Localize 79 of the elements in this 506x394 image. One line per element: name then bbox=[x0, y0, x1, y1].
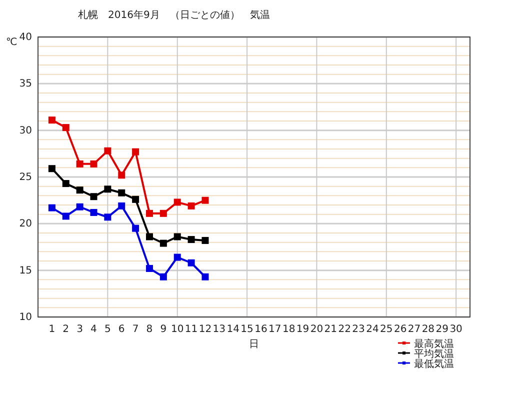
y-tick-label: 20 bbox=[19, 218, 32, 230]
point bbox=[188, 236, 195, 244]
x-tick-label: 13 bbox=[212, 324, 226, 335]
point bbox=[146, 264, 153, 272]
point bbox=[48, 165, 56, 172]
x-tick-label: 18 bbox=[282, 324, 296, 335]
point bbox=[104, 186, 112, 193]
point bbox=[104, 147, 112, 154]
legend-label: 平均気温 bbox=[414, 348, 454, 360]
point bbox=[160, 210, 167, 217]
point bbox=[62, 124, 70, 132]
x-axis-title: 日 bbox=[249, 339, 259, 350]
x-tick-label: 28 bbox=[422, 324, 435, 335]
x-tick-label: 30 bbox=[450, 324, 462, 335]
x-tick-label: 4 bbox=[90, 324, 97, 335]
point bbox=[202, 196, 209, 204]
x-tick-label: 25 bbox=[380, 324, 393, 335]
point bbox=[118, 202, 126, 210]
point bbox=[90, 160, 98, 168]
x-tick-label: 29 bbox=[436, 324, 448, 335]
point bbox=[160, 273, 167, 280]
point bbox=[146, 233, 153, 240]
x-tick-label: 16 bbox=[254, 324, 268, 335]
x-tick-label: 7 bbox=[132, 324, 139, 335]
y-tick-label: 35 bbox=[19, 78, 32, 90]
x-tick-label: 20 bbox=[310, 324, 324, 335]
x-tick-label: 10 bbox=[170, 324, 184, 335]
point bbox=[188, 202, 195, 210]
x-tick-label: 1 bbox=[48, 324, 56, 335]
point bbox=[146, 210, 153, 217]
point bbox=[132, 196, 140, 203]
point bbox=[76, 160, 84, 168]
point bbox=[174, 198, 181, 206]
y-tick-label: 40 bbox=[19, 32, 32, 43]
x-tick-label: 14 bbox=[226, 324, 240, 335]
x-tick-label: 8 bbox=[146, 324, 153, 335]
point bbox=[160, 240, 167, 247]
legend-label: 最低気温 bbox=[414, 358, 454, 370]
point bbox=[118, 189, 126, 196]
point bbox=[76, 186, 84, 194]
x-tick-label: 17 bbox=[268, 324, 282, 335]
x-tick-label: 11 bbox=[184, 324, 198, 335]
point bbox=[76, 203, 84, 210]
x-tick-label: 24 bbox=[366, 324, 379, 335]
y-tick-label: 30 bbox=[19, 125, 32, 136]
legend-label: 最高気温 bbox=[414, 338, 454, 350]
point bbox=[202, 236, 209, 244]
x-tick-label: 12 bbox=[198, 324, 212, 335]
x-tick-label: 9 bbox=[160, 324, 167, 335]
point bbox=[90, 193, 98, 200]
point bbox=[174, 233, 181, 240]
x-tick-label: 15 bbox=[240, 324, 254, 335]
y-tick-label: 25 bbox=[19, 172, 32, 183]
x-tick-label: 26 bbox=[394, 324, 407, 335]
point bbox=[48, 116, 56, 124]
x-tick-label: 19 bbox=[296, 324, 310, 335]
x-tick-label: 3 bbox=[76, 324, 83, 335]
point bbox=[132, 148, 140, 156]
point bbox=[174, 254, 181, 261]
x-tick-label: 22 bbox=[338, 324, 351, 335]
point bbox=[62, 212, 70, 220]
point bbox=[48, 204, 56, 212]
point bbox=[104, 214, 112, 221]
y-tick-label: 15 bbox=[19, 265, 32, 276]
point bbox=[132, 224, 140, 232]
point bbox=[118, 172, 126, 179]
point bbox=[90, 208, 98, 216]
x-tick-label: 2 bbox=[62, 324, 70, 335]
y-tick-label: 10 bbox=[19, 312, 32, 323]
x-tick-label: 21 bbox=[324, 324, 338, 335]
x-tick-label: 5 bbox=[104, 324, 111, 335]
point bbox=[62, 180, 70, 188]
chart-title: 札幌 2016年9月 （日ごとの値） 気温 bbox=[78, 9, 270, 21]
y-axis-title: ℃ bbox=[6, 37, 18, 48]
x-tick-label: 23 bbox=[352, 324, 365, 335]
x-tick-label: 6 bbox=[118, 324, 125, 335]
point bbox=[202, 273, 209, 280]
x-tick-label: 27 bbox=[408, 324, 421, 335]
point bbox=[188, 259, 195, 266]
